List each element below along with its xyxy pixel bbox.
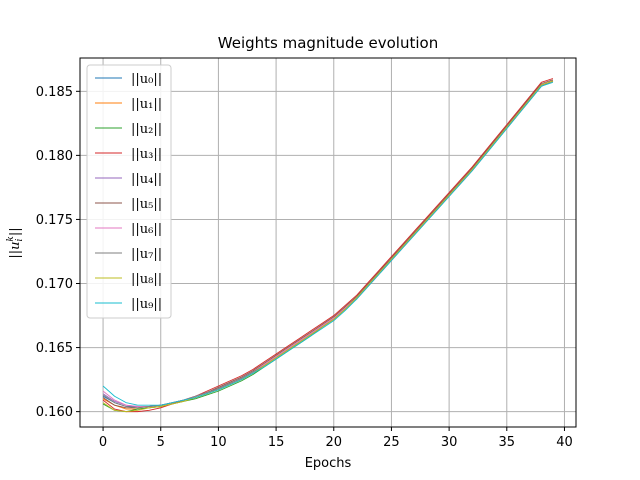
legend-entry-u2: ||u₂||: [131, 122, 162, 137]
x-tick-label: 5: [157, 435, 165, 450]
x-tick-label: 20: [325, 435, 342, 450]
series-lines: [102, 78, 554, 413]
legend-entry-u7: ||u₇||: [131, 247, 162, 262]
legend-entry-u0: ||u₀||: [131, 72, 162, 87]
series-line-u3: [102, 78, 554, 413]
legend-entry-u4: ||u₄||: [131, 172, 162, 187]
x-tick-label: 35: [499, 435, 516, 450]
plot-frame: [79, 57, 577, 428]
legend-entry-u8: ||u₈||: [131, 272, 162, 287]
series-line-u8: [102, 80, 554, 413]
grid-lines: [80, 58, 576, 427]
legend: ||u₀|| ||u₁|| ||u₂|| ||u₃|| ||u₄|| ||u₅|| ||u₆…: [86, 64, 172, 319]
x-axis-ticks: 0 5 10 15 20 25 30 35 40: [99, 427, 573, 450]
x-tick-label: 10: [210, 435, 227, 450]
x-tick-label: 15: [268, 435, 285, 450]
legend-entry-u1: ||u₁||: [131, 97, 162, 112]
y-tick-label: 0.185: [36, 85, 73, 100]
y-tick-label: 0.160: [36, 405, 73, 420]
series-line-u9: [102, 81, 554, 406]
x-tick-label: 30: [441, 435, 458, 450]
chart-title: Weights magnitude evolution: [218, 34, 438, 52]
x-tick-label: 25: [383, 435, 400, 450]
y-tick-label: 0.165: [36, 341, 73, 356]
legend-entry-u9: ||u₉||: [131, 297, 162, 312]
y-tick-label: 0.180: [36, 149, 73, 164]
x-tick-label: 0: [99, 435, 107, 450]
y-tick-label: 0.170: [36, 277, 73, 292]
y-axis-ticks: 0.160 0.165 0.170 0.175 0.180 0.185: [36, 85, 80, 420]
x-tick-label: 40: [556, 435, 573, 450]
y-axis-label-text: ||uik||: [6, 227, 25, 258]
x-axis-label: Epochs: [305, 456, 352, 471]
legend-entry-u3: ||u₃||: [131, 147, 162, 162]
legend-entry-u6: ||u₆||: [131, 222, 162, 237]
legend-entry-u5: ||u₅||: [131, 197, 162, 212]
y-axis-label: ||uik||: [6, 227, 25, 258]
y-tick-label: 0.175: [36, 213, 73, 228]
